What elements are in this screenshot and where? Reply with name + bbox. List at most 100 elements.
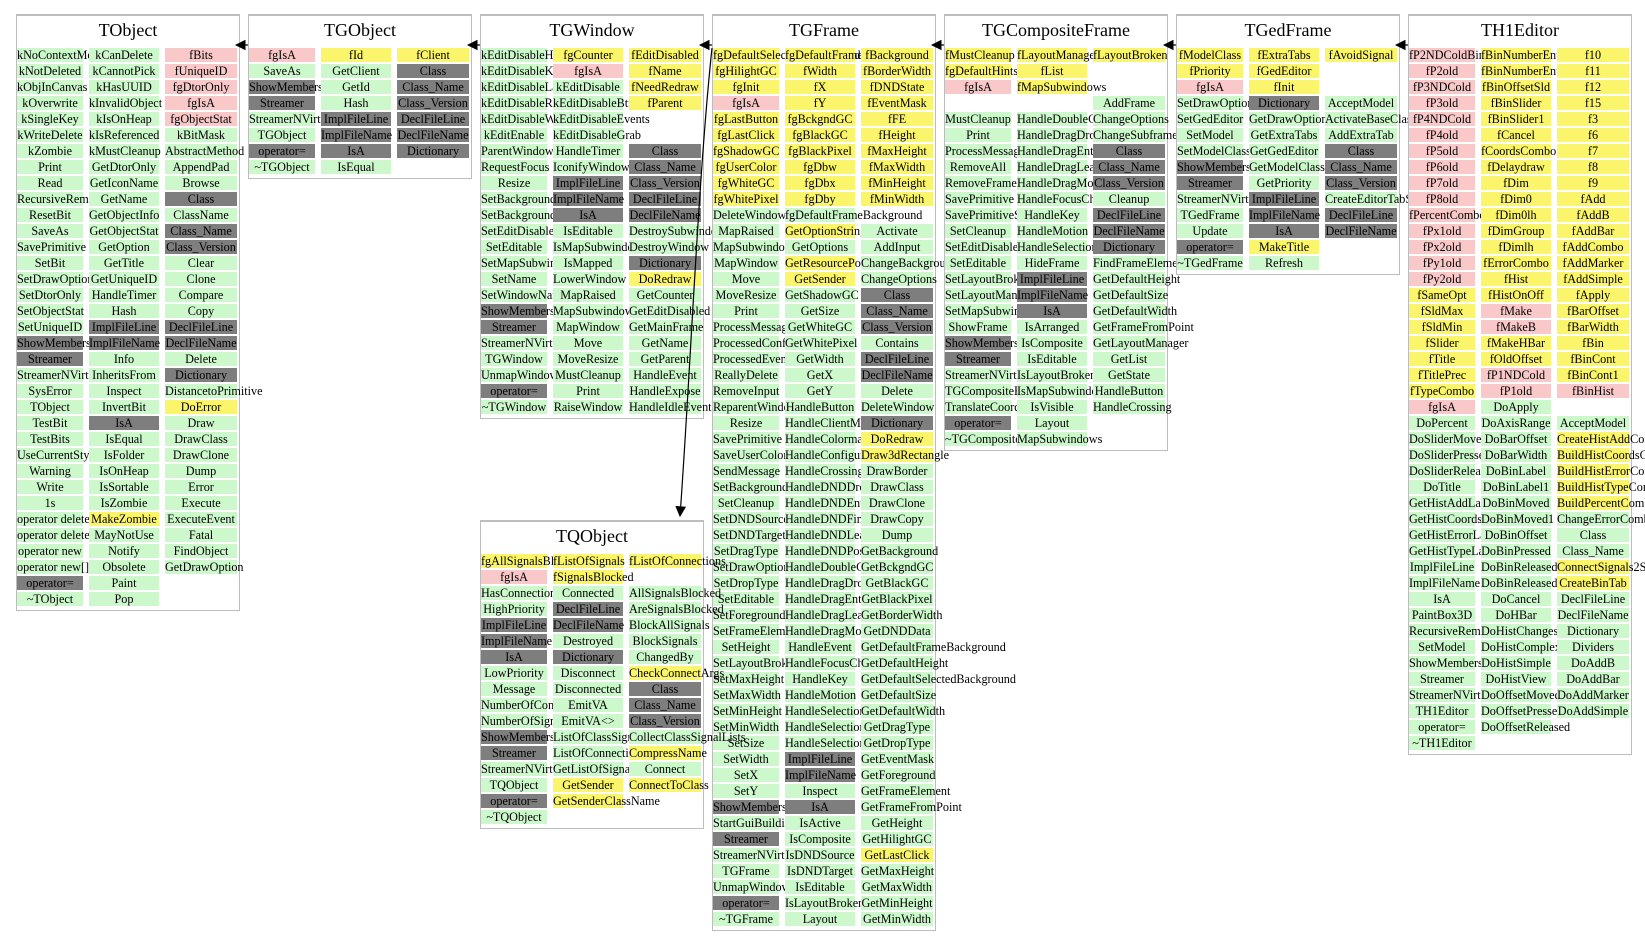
class-member: StreamerNVirtual — [1409, 688, 1496, 702]
class-title: TGObject — [324, 20, 396, 40]
class-member: TGFrame — [713, 864, 779, 878]
class-member: ImplFileName — [89, 336, 161, 350]
class-member: fInit — [1249, 80, 1319, 94]
class-box-tgobject: TGObject fgIsA SaveAs ShowMembers Streamer St… — [248, 14, 472, 179]
class-member: ProcessMessage — [945, 144, 1025, 158]
class-member: ShowMembers — [1409, 656, 1483, 670]
class-member: fPy2old — [1409, 272, 1475, 286]
class-member: f6 — [1557, 128, 1629, 142]
class-member: GetOption — [89, 240, 159, 254]
class-member: DrawClass — [861, 480, 933, 494]
class-member: MapRaised — [553, 288, 623, 302]
class-member: GetMinWidth — [861, 912, 933, 926]
class-member: DoAddMarker — [1557, 688, 1629, 702]
class-member: DoAddBar — [1557, 672, 1629, 686]
class-member: operator new — [17, 544, 83, 558]
class-member: SetObjectStat — [17, 304, 85, 318]
member-column: fAvoidSignal AcceptModel ActivateBaseClass… — [1325, 48, 1455, 240]
class-member: operator= — [713, 896, 779, 910]
class-member: StreamerNVirtual — [17, 368, 104, 382]
class-member: GetId — [321, 80, 391, 94]
class-member: Class_Version — [629, 714, 701, 728]
class-member: HandleCrossing — [1093, 400, 1172, 414]
class-member: MapSubwindows — [553, 304, 639, 318]
class-member: MustCleanup — [945, 112, 1011, 126]
class-member: DeclFileLine — [1093, 208, 1165, 222]
class-member: operator= — [249, 144, 315, 158]
class-member: fgLastButton — [713, 112, 779, 126]
class-member: fBinHist — [1557, 384, 1629, 398]
class-member: ImplFileName — [1409, 576, 1481, 590]
class-member: operator= — [481, 384, 547, 398]
class-member: kIsOnHeap — [89, 112, 159, 126]
class-member: ImplFileLine — [553, 176, 623, 190]
class-member: CheckConnectArgs — [629, 666, 725, 680]
class-member: SetSize — [713, 736, 779, 750]
class-member: MoveResize — [553, 352, 623, 366]
class-member: fMustCleanup — [945, 48, 1015, 62]
class-member: Class_Version — [629, 176, 701, 190]
class-member: ChangedBy — [629, 650, 701, 664]
class-member: ~TGedFrame — [1177, 256, 1243, 270]
class-member: HasConnection — [481, 586, 557, 600]
class-member: fUniqueID — [165, 64, 237, 78]
class-member: kCannotPick — [89, 64, 159, 78]
class-member: Class_Version — [861, 320, 933, 334]
class-member: ImplFileLine — [481, 618, 547, 632]
class-member: TestBit — [17, 416, 83, 430]
class-member: DoRedraw — [861, 432, 933, 446]
class-member: fgShadowGC — [713, 144, 780, 158]
class-member: DeclFileLine — [165, 320, 237, 334]
class-member: RemoveFrame — [945, 176, 1017, 190]
class-member: GetClient — [321, 64, 391, 78]
class-member: ImplFileName — [1249, 208, 1321, 222]
class-member: Print — [713, 304, 779, 318]
class-member: fSlider — [1409, 336, 1475, 350]
class-member: GetFrameElement — [861, 784, 951, 798]
class-member: SetModel — [1409, 640, 1475, 654]
class-member: fAddB — [1557, 208, 1629, 222]
class-member: GetLayoutManager — [1093, 336, 1189, 350]
class-member: IsDNDTarget — [785, 864, 855, 878]
class-member: SetEditable — [481, 240, 547, 254]
class-member: StreamerNVirtual — [249, 112, 336, 126]
class-member: fDNDState — [861, 80, 933, 94]
class-member: HandleDragLeave — [785, 608, 875, 622]
class-member: Hash — [321, 96, 391, 110]
class-member: IsA — [1017, 304, 1087, 318]
class-member: fgInit — [713, 80, 779, 94]
class-member: Hash — [89, 304, 159, 318]
class-box-tobject: TObject kNoContextMenu kNotDeleted kObjInCa… — [16, 14, 262, 611]
member-column: kNoContextMenu kNotDeleted kObjInCanvas kOv… — [17, 48, 106, 608]
class-member: DoCancel — [1481, 592, 1551, 606]
class-member: Dictionary — [629, 256, 701, 270]
class-member: GetShadowGC — [785, 288, 859, 302]
class-member: DrawBorder — [861, 464, 933, 478]
class-member: fgDbw — [785, 160, 855, 174]
class-member: fBackground — [861, 48, 933, 62]
class-member: fP1old — [1481, 384, 1551, 398]
class-member: Class_Name — [1557, 544, 1629, 558]
class-member: IsA — [1249, 224, 1319, 238]
class-member: GetWidth — [785, 352, 855, 366]
class-member: GetDefaultSize — [1093, 288, 1169, 302]
class-member: fgWhitePixel — [713, 192, 779, 206]
class-member: IconifyWindow — [553, 160, 630, 174]
class-member: Connect — [629, 762, 701, 776]
class-member: fBinOffsetSld — [1481, 80, 1551, 94]
class-member: GetWhitePixel — [785, 336, 858, 350]
class-member: CreateBinTab — [1557, 576, 1629, 590]
class-member: fMaxHeight — [861, 144, 933, 158]
class-member: GetUniqueID — [89, 272, 159, 286]
class-member: EmitVA — [553, 698, 623, 712]
class-member: MayNotUse — [89, 528, 159, 542]
class-member: Class — [1557, 528, 1629, 542]
class-member: Class_Version — [1093, 176, 1165, 190]
class-member: fHeight — [861, 128, 933, 142]
class-member: StreamerNVirtual — [1177, 192, 1264, 206]
class-member: MakeZombie — [89, 512, 159, 526]
class-member: Dump — [165, 464, 237, 478]
class-member: ImplFileLine — [1409, 560, 1475, 574]
class-title: TQObject — [556, 526, 628, 546]
class-member: GetX — [785, 368, 855, 382]
